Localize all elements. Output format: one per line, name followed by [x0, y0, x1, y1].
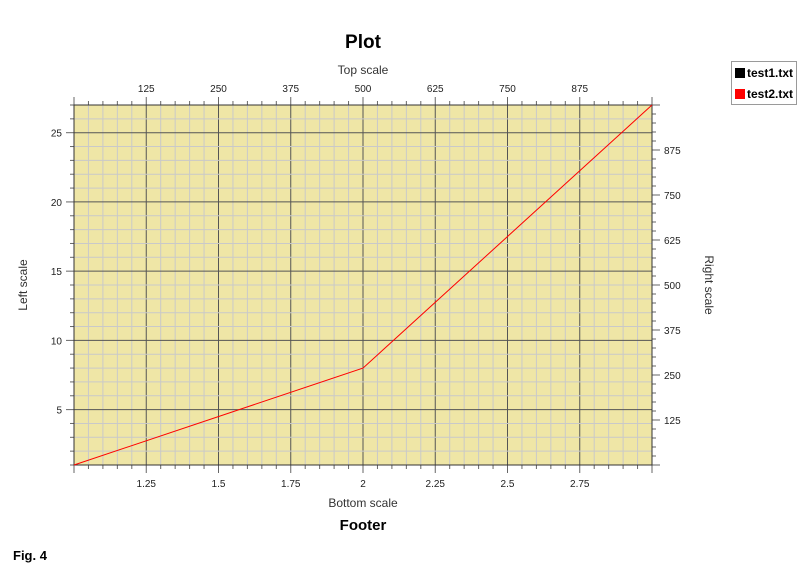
tick-labels: 1.25 1.5 1.75 2 2.25 2.5 2.75 5 10 15 20 25 125 250 37…	[51, 84, 681, 490]
right-tick-label: 250	[664, 371, 681, 382]
series-line-test2-txt	[73, 104, 653, 466]
axis-ticks	[66, 97, 660, 473]
left-axis-label: Left scale	[16, 259, 30, 311]
top-tick-label: 250	[210, 84, 227, 95]
right-tick-label: 875	[664, 146, 681, 157]
top-tick-label: 125	[138, 84, 155, 95]
bottom-tick-label: 1.25	[137, 479, 157, 490]
figure-label: Fig. 4	[13, 548, 47, 563]
chart-footer: Footer	[340, 517, 387, 534]
right-tick-label: 125	[664, 416, 681, 427]
top-tick-label: 875	[571, 84, 588, 95]
plot-frame	[73, 104, 653, 466]
bottom-axis-label: Bottom scale	[328, 496, 398, 510]
bottom-tick-label: 1.75	[281, 479, 301, 490]
top-tick-label: 500	[355, 84, 372, 95]
top-tick-label: 625	[427, 84, 444, 95]
chart-title: Plot	[345, 32, 382, 53]
bottom-tick-label: 2.25	[426, 479, 446, 490]
right-tick-label: 625	[664, 236, 681, 247]
bottom-tick-label: 2	[360, 479, 366, 490]
left-tick-label: 15	[51, 267, 63, 278]
legend-label-test1: test1.txt	[747, 65, 794, 80]
legend-item-test1[interactable]: test1.txt	[732, 62, 796, 83]
left-tick-label: 25	[51, 129, 63, 140]
right-tick-label: 750	[664, 191, 681, 202]
bottom-tick-label: 2.5	[501, 479, 515, 490]
legend-swatch-test1	[735, 67, 745, 78]
right-tick-label: 500	[664, 281, 681, 292]
top-axis-label: Top scale	[338, 63, 389, 77]
bottom-tick-label: 1.5	[212, 479, 226, 490]
left-tick-label: 10	[51, 336, 63, 347]
legend-swatch-test2	[735, 88, 745, 99]
legend: test1.txt test2.txt	[731, 61, 797, 105]
right-axis-label: Right scale	[702, 255, 716, 315]
left-tick-label: 5	[56, 406, 62, 417]
top-tick-label: 750	[499, 84, 516, 95]
grid	[74, 105, 652, 465]
right-tick-label: 375	[664, 326, 681, 337]
legend-item-test2[interactable]: test2.txt	[732, 83, 796, 104]
left-tick-label: 20	[51, 198, 63, 209]
bottom-tick-label: 2.75	[570, 479, 590, 490]
top-tick-label: 375	[282, 84, 299, 95]
legend-label-test2: test2.txt	[747, 86, 794, 101]
series-layer	[73, 104, 653, 466]
